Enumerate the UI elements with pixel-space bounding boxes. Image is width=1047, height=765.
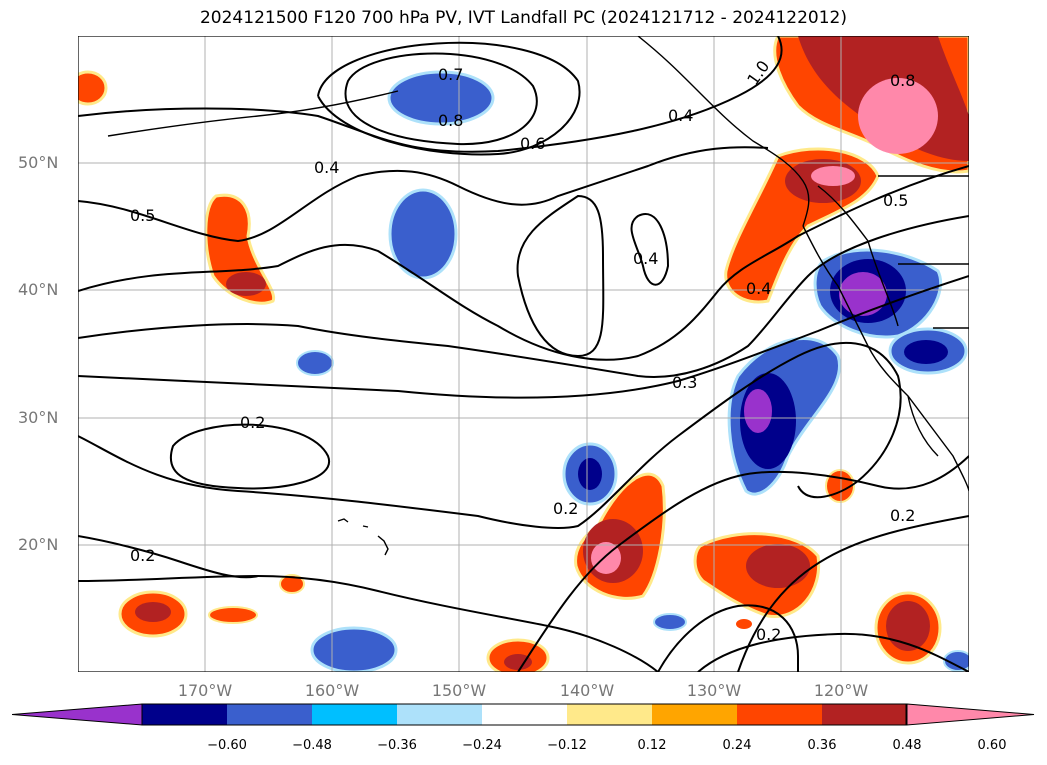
colorbar-segment xyxy=(312,704,397,725)
shading-layer xyxy=(78,36,969,672)
colorbar-segment xyxy=(737,704,822,725)
contour-label: 0.6 xyxy=(520,134,545,153)
contour-label: 0.2 xyxy=(240,413,265,432)
contour-label: 0.7 xyxy=(438,65,463,84)
colorbar-tick-label: −0.36 xyxy=(377,738,417,753)
lat-label-50n: 50°N xyxy=(18,153,59,172)
colorbar-segments xyxy=(12,703,1035,726)
colorbar-tick-label: −0.48 xyxy=(292,738,332,753)
lon-label-140w: 140°W xyxy=(559,681,615,700)
lon-label-160w: 160°W xyxy=(304,681,360,700)
colorbar-segment xyxy=(142,704,227,725)
lon-label-170w: 170°W xyxy=(177,681,233,700)
contour-label: 0.2 xyxy=(890,506,915,525)
contour-label: 0.4 xyxy=(314,158,339,177)
gridlines xyxy=(78,36,969,672)
contour-label: 0.2 xyxy=(553,499,578,518)
lat-label-40n: 40°N xyxy=(18,280,59,299)
lon-label-150w: 150°W xyxy=(431,681,487,700)
colorbar-tick-label: 0.36 xyxy=(807,738,837,753)
colorbar-tick-label: −0.24 xyxy=(462,738,502,753)
colorbar-segment xyxy=(652,704,737,725)
contour-label: 0.2 xyxy=(756,625,781,644)
map-plot: 0.7 0.8 0.6 1.0 0.8 0.4 0.5 0.4 0.4 0.5 … xyxy=(78,36,969,672)
contour-label: 0.5 xyxy=(883,191,908,210)
colorbar-tick-label: 0.12 xyxy=(637,738,667,753)
colorbar-extend-min xyxy=(12,703,143,726)
colorbar-tick-label: 0.24 xyxy=(722,738,752,753)
colorbar-segment xyxy=(567,704,652,725)
colorbar xyxy=(12,703,1035,726)
colorbar-extend-max xyxy=(906,703,1035,726)
contour-label: 0.4 xyxy=(633,249,658,268)
contours xyxy=(78,36,969,672)
colorbar-segment xyxy=(397,704,482,725)
contour-label: 0.2 xyxy=(130,546,155,565)
colorbar-segment xyxy=(822,704,907,725)
contour-label: 0.3 xyxy=(672,373,697,392)
contour-label: 0.4 xyxy=(668,106,693,125)
chart-title: 2024121500 F120 700 hPa PV, IVT Landfall… xyxy=(199,8,847,28)
contour-label: 0.8 xyxy=(438,111,463,130)
colorbar-tick-label: −0.12 xyxy=(547,738,587,753)
contour-label: 0.8 xyxy=(890,71,915,90)
contour-label: 0.5 xyxy=(130,206,155,225)
colorbar-tick-label: 0.48 xyxy=(892,738,922,753)
colorbar-segment xyxy=(482,704,567,725)
lat-label-20n: 20°N xyxy=(18,535,59,554)
lat-label-30n: 30°N xyxy=(18,408,59,427)
colorbar-tick-label: 0.60 xyxy=(977,738,1007,753)
contour-label: 0.4 xyxy=(746,279,771,298)
lon-label-120w: 120°W xyxy=(813,681,869,700)
colorbar-tick-label: −0.60 xyxy=(207,738,247,753)
lon-label-130w: 130°W xyxy=(686,681,742,700)
colorbar-segment xyxy=(227,704,312,725)
